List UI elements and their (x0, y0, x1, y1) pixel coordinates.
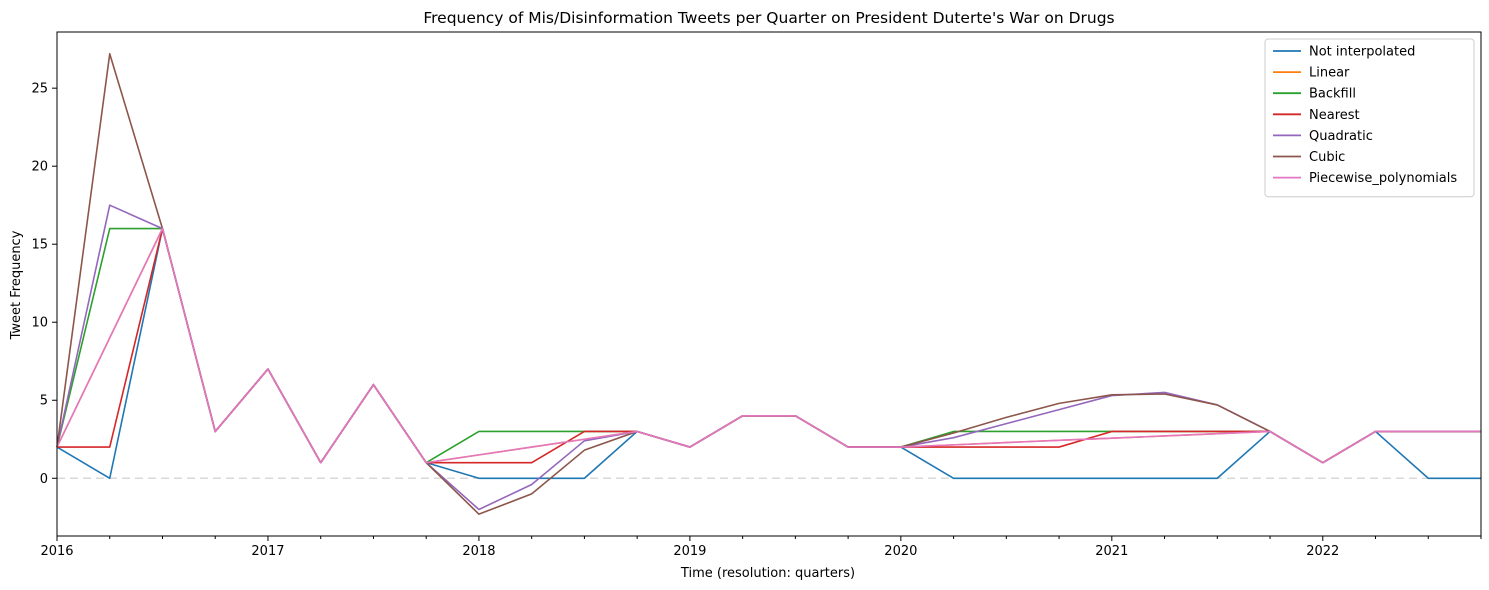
y-tick-label: 20 (31, 160, 48, 175)
x-tick-label: 2022 (1306, 544, 1339, 559)
y-tick-label: 15 (31, 238, 48, 253)
legend-entry: Backfill (1309, 87, 1356, 102)
series-line-piecewise-polynomials (56, 227, 1481, 464)
y-tick-label: 25 (31, 82, 48, 97)
x-axis: 2016 2017 2018 2019 2020 2021 2022 (40, 536, 1482, 559)
plot-area (57, 32, 1481, 536)
legend-entry: Quadratic (1309, 129, 1373, 144)
x-tick-label: 2019 (673, 544, 706, 559)
chart-title: Frequency of Mis/Disinformation Tweets p… (423, 9, 1114, 27)
legend-entry: Not interpolated (1309, 45, 1415, 60)
x-tick-label: 2017 (251, 544, 284, 559)
legend-entry: Cubic (1309, 150, 1345, 165)
y-axis-label: Tweet Frequency (9, 230, 24, 340)
x-tick-label: 2018 (462, 544, 495, 559)
series-lines (56, 53, 1481, 515)
legend-box (1264, 38, 1475, 198)
x-tick-label: 2021 (1095, 544, 1128, 559)
x-tick-label: 2016 (40, 544, 73, 559)
plot-background (57, 32, 1481, 536)
y-tick-label: 0 (40, 472, 48, 487)
legend: Not interpolated Linear Backfill Nearest Qua… (1264, 38, 1475, 198)
x-tick-label: 2020 (884, 544, 917, 559)
legend-entry: Piecewise_polynomials (1309, 171, 1457, 186)
plot-frame (56, 31, 1482, 537)
y-tick-label: 5 (40, 394, 48, 409)
y-tick-label: 10 (31, 316, 48, 331)
y-axis: 0 5 10 15 20 25 (31, 82, 57, 487)
x-axis-label: Time (resolution: quarters) (680, 566, 855, 581)
legend-entry: Nearest (1309, 108, 1360, 123)
legend-entry: Linear (1309, 66, 1350, 81)
